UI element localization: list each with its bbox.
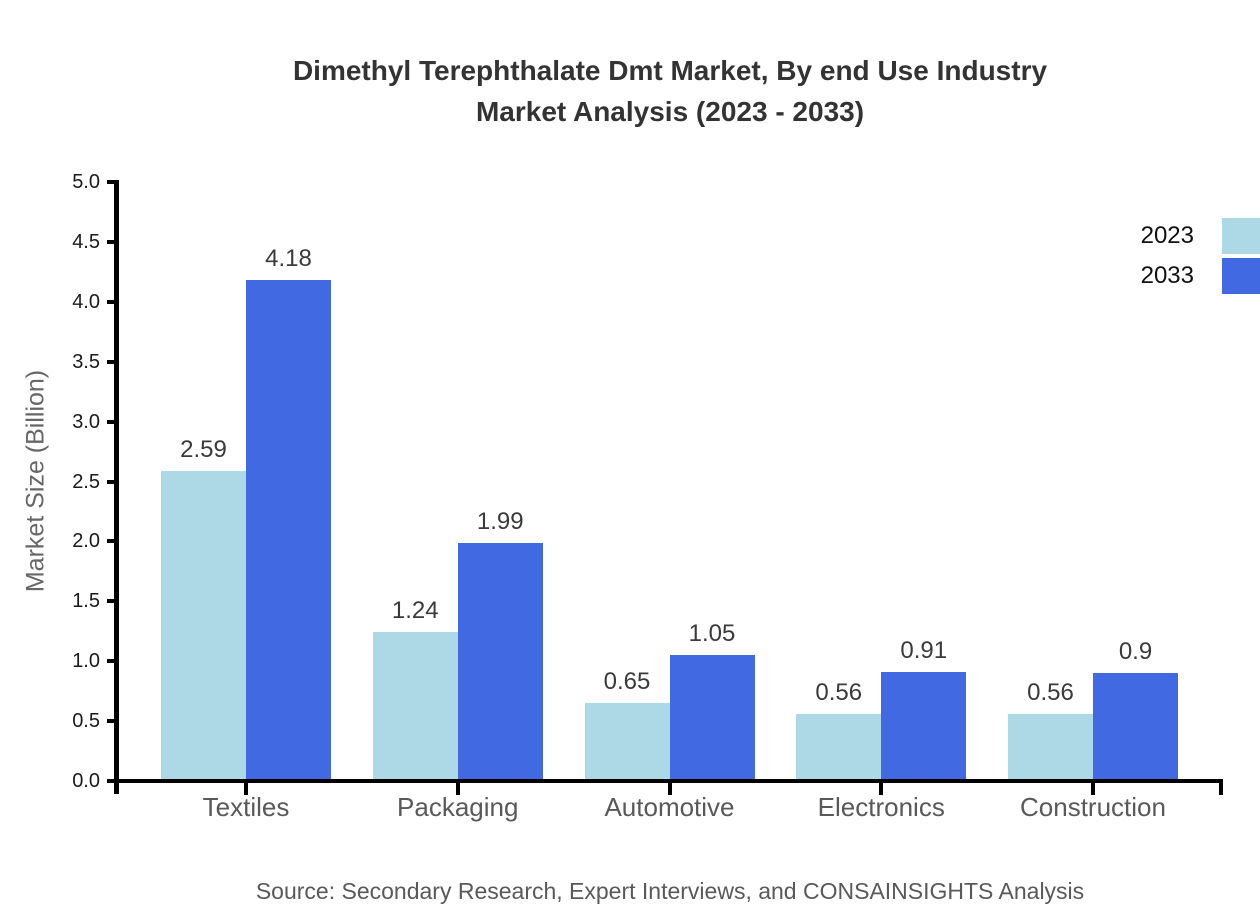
- x-tick-mark: [244, 783, 248, 795]
- y-tick-mark: [107, 479, 119, 484]
- bar-value-label: 4.18: [265, 245, 312, 273]
- bar-value-label: 0.91: [900, 636, 948, 664]
- bar-2033-textiles: [246, 280, 331, 781]
- bar-value-label: 0.56: [815, 678, 863, 706]
- y-axis-spine: [114, 182, 119, 794]
- bar-2023-construction: [1008, 713, 1093, 781]
- y-tick-label: 4.0: [72, 290, 100, 313]
- y-tick-label: 0.0: [72, 770, 100, 792]
- y-tick-mark: [107, 239, 119, 244]
- bar-value-label: 0.9: [1118, 638, 1153, 666]
- bar-2023-automotive: [584, 703, 670, 781]
- y-tick-label: 1.5: [72, 590, 100, 613]
- bar-2023-electronics: [796, 713, 882, 781]
- y-tick-label: 3.0: [72, 410, 100, 433]
- legend-item-2033: 2033: [1141, 258, 1260, 294]
- legend-item-2023: 2023: [1141, 218, 1260, 254]
- y-tick-mark: [107, 539, 119, 544]
- y-tick-mark: [107, 180, 119, 184]
- bar-value-label: 1.99: [476, 507, 524, 535]
- y-tick-mark: [107, 599, 119, 604]
- chart-title-line1: Dimethyl Terephthalate Dmt Market, By en…: [292, 55, 1048, 86]
- y-tick-mark: [107, 299, 119, 304]
- bar-2023-packaging: [372, 632, 458, 781]
- legend-swatch-2033: [1222, 258, 1260, 294]
- source-note: Source: Secondary Research, Expert Inter…: [255, 878, 1085, 904]
- legend: 2023 2033: [1141, 218, 1260, 298]
- chart-title: Dimethyl Terephthalate Dmt Market, By en…: [80, 50, 1260, 132]
- y-tick-label: 1.0: [72, 650, 100, 673]
- x-category-label-construction: Construction: [1020, 792, 1166, 822]
- y-tick-mark: [107, 359, 119, 364]
- x-tick-mark: [667, 783, 672, 795]
- y-tick-label: 0.5: [72, 710, 100, 733]
- bar-value-label: 1.24: [391, 597, 439, 625]
- y-tick-label: 2.0: [72, 530, 100, 553]
- x-tick-mark: [455, 783, 460, 795]
- legend-label: 2033: [1140, 262, 1194, 289]
- y-tick-mark: [107, 659, 119, 664]
- bar-2033-electronics: [881, 671, 967, 781]
- legend-swatch-2023: [1222, 218, 1260, 254]
- chart-title-line2: Market Analysis (2023 - 2033): [475, 96, 865, 127]
- x-axis-spine: [114, 779, 1223, 783]
- y-tick-label: 2.5: [72, 470, 100, 493]
- x-category-label-packaging: Packaging: [397, 792, 519, 822]
- y-tick-mark: [107, 779, 119, 783]
- bar-value-label: 0.65: [603, 668, 651, 696]
- x-category-label-automotive: Automotive: [604, 792, 735, 822]
- bar-2023-textiles: [161, 470, 246, 781]
- bar-value-label: 2.59: [180, 435, 227, 463]
- x-tick-mark: [1091, 783, 1095, 795]
- bar-value-label: 1.05: [688, 620, 736, 648]
- bar-2033-construction: [1093, 673, 1178, 781]
- y-tick-label: 3.5: [72, 350, 100, 373]
- x-category-label-textiles: Textiles: [202, 792, 290, 822]
- y-tick-mark: [107, 719, 119, 724]
- x-tick-mark: [879, 783, 884, 795]
- legend-label: 2023: [1140, 222, 1194, 249]
- y-tick-mark: [107, 419, 119, 424]
- bar-value-label: 0.56: [1027, 678, 1074, 706]
- x-axis-end-cap: [1219, 779, 1223, 795]
- x-category-label-electronics: Electronics: [817, 792, 945, 822]
- bar-2033-automotive: [669, 655, 755, 781]
- y-tick-label: 4.5: [72, 230, 100, 253]
- y-tick-label: 5.0: [72, 171, 100, 193]
- bar-2033-packaging: [457, 542, 543, 781]
